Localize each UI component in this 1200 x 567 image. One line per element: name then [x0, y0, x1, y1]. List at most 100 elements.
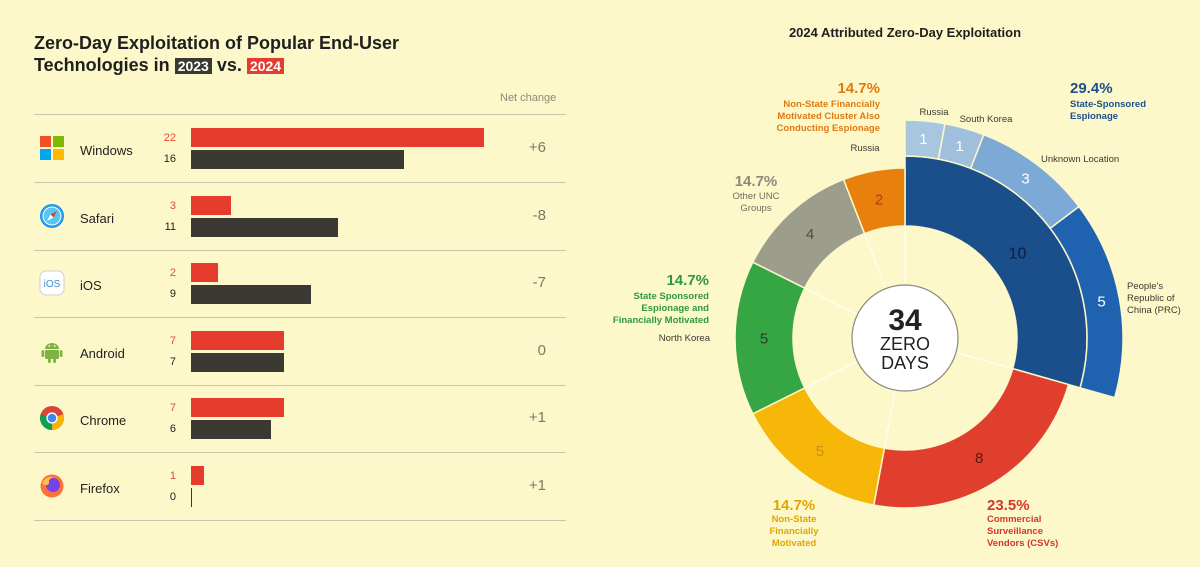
center-number: 34	[888, 304, 922, 337]
title-vs: vs.	[216, 55, 242, 75]
pct-nsfm: 14.7%	[773, 497, 816, 514]
ssefm-line-2: Espionage and	[641, 303, 709, 314]
net-change-value: +1	[528, 409, 546, 426]
bar-chart-panel: Zero-Day Exploitation of Popular End-Use…	[0, 0, 600, 562]
category-label: Windows	[80, 143, 133, 158]
bar-2024	[191, 128, 484, 147]
country-russia-top: Russia	[919, 107, 949, 118]
country-prc-1: People's	[1127, 281, 1163, 292]
donut-center-circle	[851, 284, 959, 392]
value-2023-label: 7	[169, 355, 176, 368]
ssefm-line-1: State Sponsored	[634, 291, 710, 302]
year-2024-badge: 2024	[246, 58, 285, 74]
donut-segment	[734, 261, 806, 415]
label-state-sponsored: 29.4% State-Sponsored Espionage	[1070, 80, 1146, 122]
segment-value-label: 5	[760, 330, 768, 347]
category-label: Android	[80, 345, 125, 361]
state-line-2: Espionage	[1070, 111, 1118, 122]
csv-line-2: Surveillance	[987, 526, 1043, 537]
bar-2024	[191, 330, 285, 350]
value-2024-label: 3	[169, 199, 176, 212]
outer-segment	[1049, 205, 1124, 399]
country-prc-3: China (PRC)	[1127, 305, 1181, 316]
net-change-value: +6	[528, 139, 546, 156]
table-row: Windows 22 16 +6	[34, 115, 566, 183]
table-top-rule	[34, 114, 566, 115]
bar-2023	[191, 285, 311, 304]
ssefm-line-3: Financially Motivated	[613, 315, 709, 326]
donut-title: 2024 Attributed Zero-Day Exploitation	[789, 25, 1021, 40]
pct-state: 29.4%	[1070, 80, 1113, 97]
title-line-2: Technologies in 2023 vs. 2024	[34, 54, 399, 76]
label-non-state-cluster: 14.7% Non-State Financially Motivated Cl…	[777, 80, 881, 134]
pct-unc: 14.7%	[735, 173, 778, 190]
ios-icon: iOS	[39, 270, 65, 296]
value-2024-label: 22	[163, 132, 176, 144]
svg-text:iOS: iOS	[44, 279, 61, 290]
donut-chart: 2024 Attributed Zero-Day Exploitation 34…	[613, 25, 1181, 549]
value-2024-label: 1	[169, 469, 176, 482]
leader-line	[883, 390, 896, 449]
country-north-korea: North Korea	[659, 333, 711, 344]
value-2024-label: 2	[169, 267, 176, 279]
outer-value-label: 5	[1097, 294, 1105, 311]
net-change-value: -8	[532, 206, 546, 224]
net-change-value: -7	[532, 274, 546, 291]
center-line-1: ZERO	[880, 334, 930, 354]
segment-value-label: 5	[816, 443, 824, 460]
category-label: Chrome	[80, 413, 127, 428]
label-csv: 23.5% Commercial Surveillance Vendors (C…	[987, 497, 1058, 549]
value-2023-label: 11	[164, 220, 176, 233]
donut-chart-panel: 2024 Attributed Zero-Day Exploitation 34…	[600, 0, 1200, 562]
segment-value-label: 8	[975, 450, 983, 467]
bar-2023	[191, 487, 192, 507]
country-prc-2: Republic of	[1127, 293, 1175, 304]
country-unknown: Unknown Location	[1041, 154, 1119, 165]
value-2023-label: 9	[169, 288, 176, 300]
table-row: Firefox 1 0 +1	[34, 453, 566, 521]
nsfmc-line-1: Non-State Financially	[783, 99, 880, 110]
table-row: Chrome 7 6 +1	[34, 385, 566, 453]
bar-2024	[191, 195, 231, 215]
bar-2024	[191, 465, 205, 485]
donut-segment	[842, 167, 906, 235]
pct-csv: 23.5%	[987, 497, 1030, 514]
segment-value-label: 2	[875, 192, 883, 209]
bar-2023	[191, 420, 271, 439]
segment-value-label: 4	[806, 226, 814, 243]
net-change-header: Net change	[500, 92, 557, 104]
nsfm-line-2: Financially	[769, 526, 819, 537]
category-label: Firefox	[80, 480, 120, 496]
nsfm-line-3: Motivated	[772, 538, 817, 549]
title-line-1: Zero-Day Exploitation of Popular End-Use…	[34, 33, 400, 53]
value-2023-label: 16	[163, 153, 176, 165]
table-row: iOS iOS 2 9 -7	[34, 250, 566, 318]
leader-line	[955, 352, 1013, 370]
bar-2023	[191, 150, 405, 169]
title-prefix: Technologies in	[34, 55, 170, 75]
csv-line-3: Vendors (CSVs)	[987, 538, 1058, 549]
nsfmc-line-2: Motivated Cluster Also	[777, 111, 880, 122]
leader-line	[864, 233, 887, 289]
net-change-value: +1	[528, 476, 546, 494]
outer-value-label: 1	[956, 138, 964, 155]
year-2023-badge: 2023	[174, 58, 212, 74]
bar-2024	[191, 263, 218, 282]
outer-value-label: 1	[919, 131, 927, 148]
bar-2023	[191, 217, 338, 237]
center-line-2: DAYS	[881, 353, 929, 373]
label-other-unc: 14.7% Other UNC Groups	[733, 173, 780, 214]
leader-line	[804, 287, 858, 315]
state-line-1: State-Sponsored	[1070, 99, 1146, 110]
windows-icon	[39, 135, 65, 161]
outer-value-label: 3	[1021, 171, 1029, 188]
country-russia-orange: Russia	[850, 143, 880, 154]
pct-ssefm: 14.7%	[666, 272, 709, 289]
bar-chart-title: Zero-Day Exploitation of Popular End-Use…	[34, 32, 399, 76]
value-2024-label: 7	[169, 402, 176, 414]
nsfm-line-1: Non-State	[772, 514, 817, 525]
value-2023-label: 0	[169, 490, 176, 503]
country-south-korea: South Korea	[960, 114, 1014, 125]
table-row: Safari 3 11 -8	[34, 183, 566, 251]
segment-value-label: 10	[1009, 246, 1027, 263]
